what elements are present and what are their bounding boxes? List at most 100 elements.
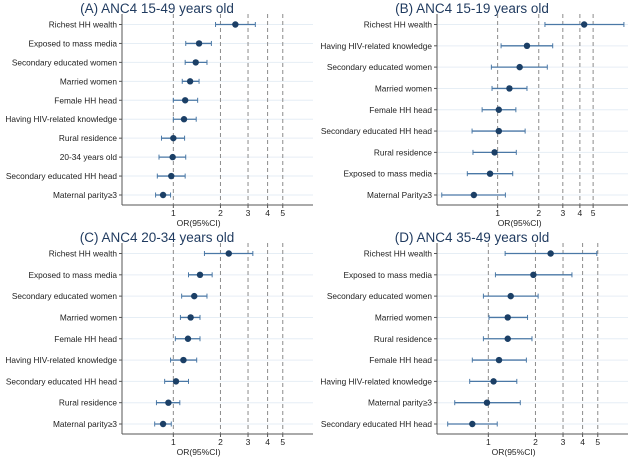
point-estimate <box>504 314 511 321</box>
x-tick-label: 1 <box>171 437 176 447</box>
row-label: Female HH head <box>54 334 117 344</box>
x-tick-label: 5 <box>280 208 285 218</box>
row-label: Richest HH wealth <box>49 20 118 30</box>
x-axis-label: OR(95%CI) <box>498 218 542 228</box>
point-estimate <box>469 420 476 428</box>
row-label: Having HIV-related knowledge <box>320 376 432 386</box>
row-label: Having HIV-related knowledge <box>5 355 117 365</box>
point-estimate <box>495 356 503 364</box>
forest-plot-b: (B) ANC4 15-19 years old 1 2 3 4 5 OR(95%CI) Ri… <box>320 1 628 228</box>
x-tick-label: 1 <box>495 208 500 218</box>
chart-title: (C) ANC4 20-34 years old <box>80 230 235 245</box>
point-estimate <box>225 250 232 257</box>
row-label: Rural residence <box>374 147 432 157</box>
x-tick-label: 3 <box>246 208 251 218</box>
x-tick-label: 4 <box>578 208 583 218</box>
x-tick-label: 4 <box>580 437 585 447</box>
x-tick-label: 2 <box>218 208 223 218</box>
point-estimate <box>507 292 514 300</box>
point-estimate <box>196 271 204 279</box>
point-estimate <box>187 314 194 321</box>
x-tick-label: 1 <box>171 208 176 218</box>
row-label: Richest HH wealth <box>364 20 433 30</box>
point-estimate <box>195 40 203 47</box>
point-estimate <box>504 335 511 342</box>
chart-title: (B) ANC4 15-19 years old <box>395 1 549 16</box>
point-estimate <box>580 21 588 28</box>
point-estimate <box>191 292 198 300</box>
row-label: Secondary educated women <box>12 291 118 301</box>
point-estimate <box>159 420 167 428</box>
row-label: Maternal parity≥3 <box>368 398 432 408</box>
forest-plot-c: (C) ANC4 20-34 years old 1 2 3 4 5 OR(95%CI) Ri… <box>5 230 313 457</box>
row-label: Having HIV-related knowledge <box>320 41 432 51</box>
x-tick-label: 3 <box>561 437 566 447</box>
row-label: Secondary educated HH head <box>6 376 118 386</box>
point-estimate <box>530 271 537 279</box>
chart-title: (D) ANC4 35-49 years old <box>395 230 550 245</box>
row-label: Exposed to mass media <box>28 38 117 48</box>
x-tick-label: 1 <box>486 437 491 447</box>
row-label: Secondary educated HH head <box>321 126 433 136</box>
panel-b: (B) ANC4 15-19 years old 1 2 3 4 5 OR(95%CI) Ri… <box>315 0 630 229</box>
point-estimate <box>170 134 177 142</box>
point-estimate <box>490 378 497 385</box>
x-tick-label: 2 <box>218 437 223 447</box>
point-estimate <box>192 59 199 66</box>
x-tick-label: 3 <box>560 208 565 218</box>
panel-a: (A) ANC4 15-49 years old 1 2 3 4 5 OR(95%CI) Ri… <box>0 0 315 229</box>
panel-d: (D) ANC4 35-49 years old 1 2 3 4 5 OR(95%CI) Ri… <box>315 229 630 458</box>
x-axis-label: OR(95%CI) <box>177 447 221 457</box>
point-estimate <box>184 335 192 342</box>
row-label: Rural residence <box>59 133 117 143</box>
row-label: Maternal parity≥3 <box>53 190 117 200</box>
row-label: Married women <box>60 312 118 322</box>
forest-plot-a: (A) ANC4 15-49 years old 1 2 3 4 5 OR(95%CI) Ri… <box>5 1 313 228</box>
row-label: Rural residence <box>59 398 117 408</box>
row-label: Female HH head <box>369 105 432 115</box>
x-axis-label: OR(95%CI) <box>177 218 221 228</box>
x-tick-label: 2 <box>536 208 541 218</box>
chart-title: (A) ANC4 15-49 years old <box>80 1 234 16</box>
row-label: Having HIV-related knowledge <box>5 114 117 124</box>
point-estimate <box>172 378 180 385</box>
row-label: 20-34 years old <box>60 152 118 162</box>
row-label: Richest HH wealth <box>364 249 433 259</box>
point-estimate <box>491 149 498 156</box>
point-estimate <box>486 170 494 177</box>
row-label: Exposed to mass media <box>28 270 117 280</box>
row-label: Secondary educated women <box>327 62 433 72</box>
x-tick-label: 2 <box>533 437 538 447</box>
point-estimate <box>470 191 478 199</box>
panel-c: (C) ANC4 20-34 years old 1 2 3 4 5 OR(95%CI) Ri… <box>0 229 315 458</box>
point-estimate <box>483 399 491 406</box>
row-label: Maternal Parity≥3 <box>367 190 432 200</box>
point-estimate <box>495 127 502 135</box>
x-tick-label: 4 <box>265 437 270 447</box>
row-label: Secondary educated HH head <box>321 419 433 429</box>
point-estimate <box>506 85 513 92</box>
x-tick-label: 4 <box>265 208 270 218</box>
row-label: Female HH head <box>369 355 432 365</box>
point-estimate <box>186 78 194 85</box>
point-estimate <box>165 399 172 406</box>
point-estimate <box>232 21 239 28</box>
row-label: Secondary educated women <box>327 291 433 301</box>
point-estimate <box>495 106 502 113</box>
row-label: Exposed to mass media <box>343 270 432 280</box>
point-estimate <box>159 191 167 199</box>
row-label: Married women <box>60 76 118 86</box>
x-tick-label: 5 <box>591 208 596 218</box>
forest-plot-d: (D) ANC4 35-49 years old 1 2 3 4 5 OR(95%CI) Ri… <box>320 230 628 457</box>
x-tick-label: 5 <box>280 437 285 447</box>
point-estimate <box>516 63 523 71</box>
point-estimate <box>180 356 187 364</box>
point-estimate <box>168 172 175 180</box>
row-label: Richest HH wealth <box>49 249 118 259</box>
row-label: Rural residence <box>374 334 432 344</box>
x-axis-label: OR(95%CI) <box>492 447 536 457</box>
point-estimate <box>169 153 176 161</box>
point-estimate <box>181 97 189 104</box>
row-label: Secondary educated women <box>12 57 118 67</box>
x-tick-label: 3 <box>246 437 251 447</box>
